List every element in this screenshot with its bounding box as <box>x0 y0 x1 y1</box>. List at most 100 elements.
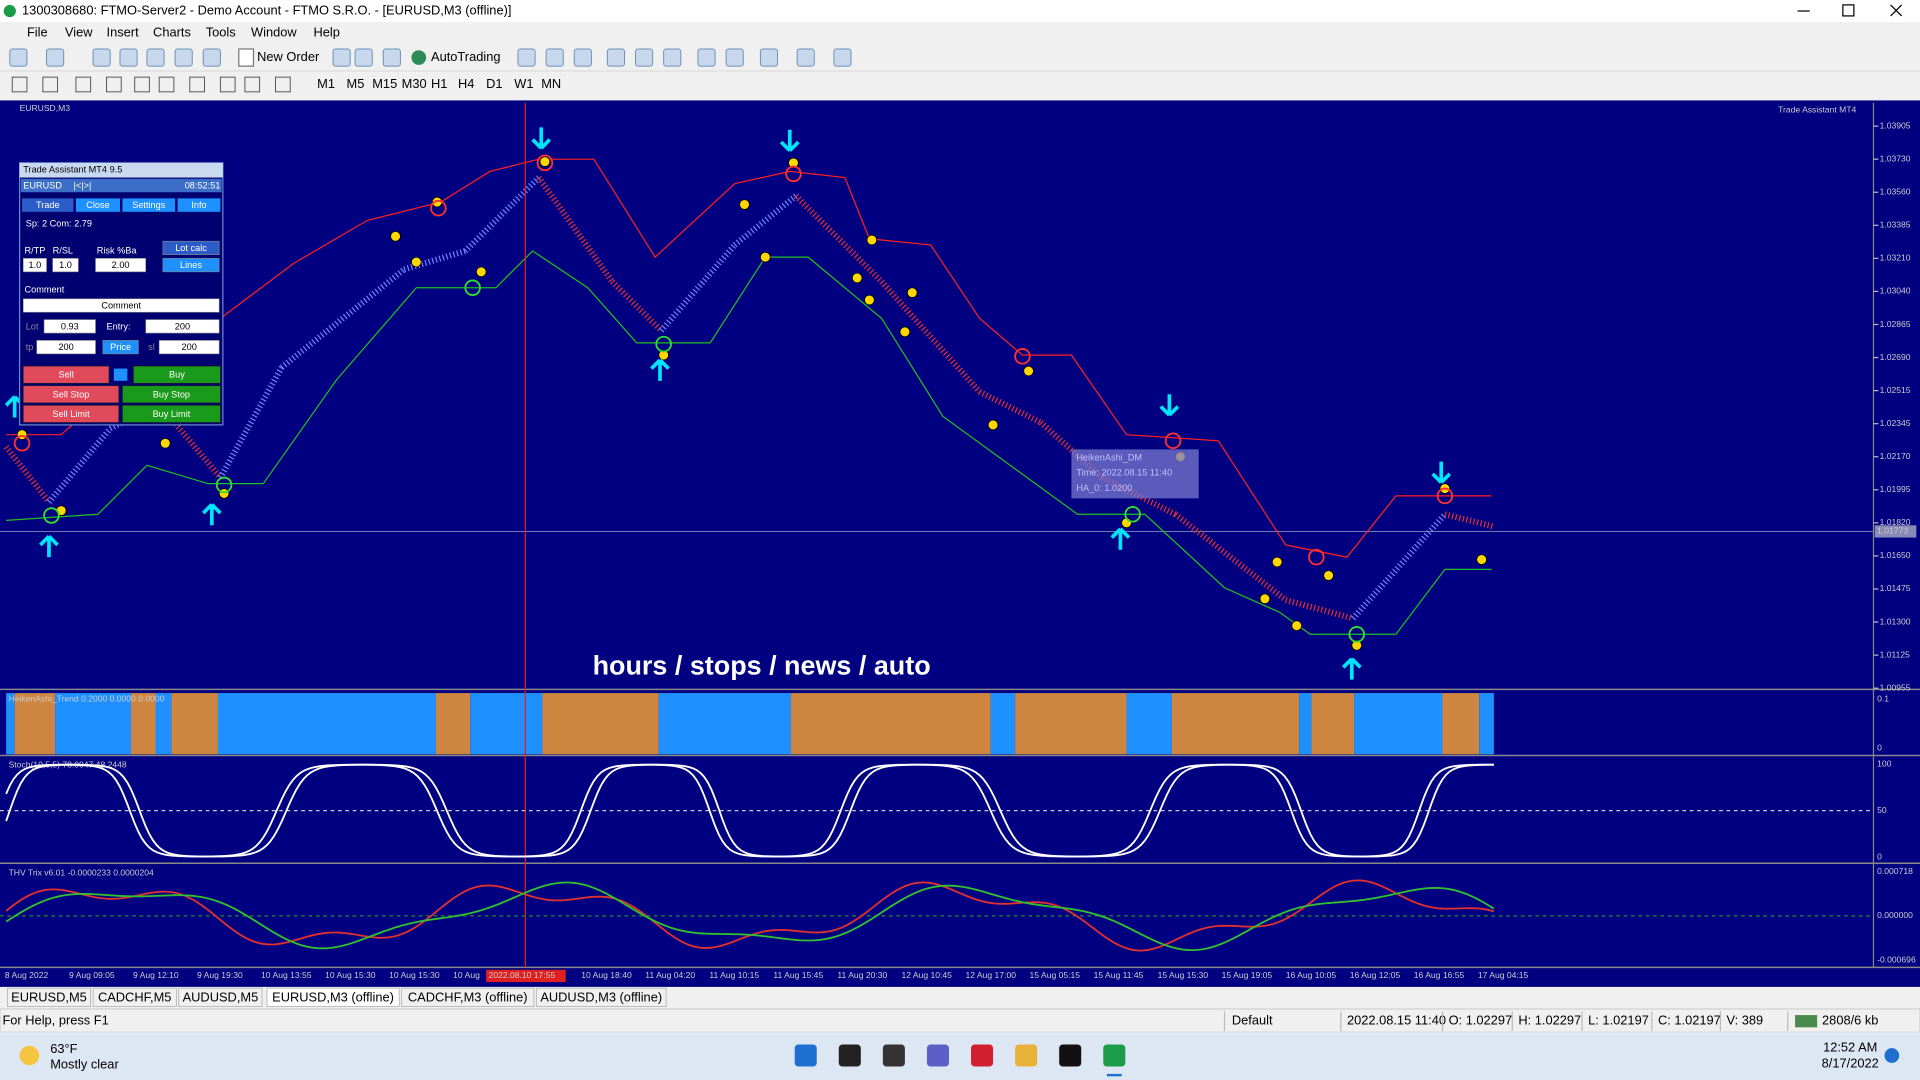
toolbar-icon[interactable] <box>203 49 220 66</box>
toolbar-icon[interactable] <box>607 49 624 66</box>
toolbar-icon[interactable] <box>797 49 814 66</box>
sell-button-label[interactable]: Sell <box>58 370 73 380</box>
toolbar-icon[interactable] <box>726 49 743 66</box>
menu-item[interactable]: View <box>65 24 93 39</box>
buy-limit-button-label[interactable]: Buy Limit <box>153 409 191 419</box>
timeframe-button[interactable]: MN <box>541 76 561 91</box>
toolbar-icon[interactable] <box>175 49 192 66</box>
taskbar-app[interactable] <box>795 1044 817 1066</box>
toolbar-icon[interactable] <box>760 49 777 66</box>
panel-tab-label[interactable]: Settings <box>132 200 166 210</box>
signal-dot <box>1292 621 1302 631</box>
toolbar-icon[interactable] <box>698 49 715 66</box>
timeframe-button[interactable]: D1 <box>486 76 502 91</box>
status-traffic: 2808/6 kb <box>1822 1013 1878 1028</box>
toolbar-icon[interactable] <box>355 49 372 66</box>
toolbar-icon[interactable] <box>574 49 591 66</box>
tp-input[interactable]: 200 <box>58 342 73 352</box>
status-profile: Default <box>1232 1013 1273 1028</box>
panel-nav[interactable]: |<|>| <box>73 181 91 191</box>
price-button[interactable]: Price <box>110 342 131 352</box>
chart-tab-label[interactable]: EURUSD,M5 <box>11 989 87 1004</box>
signal-dot <box>391 231 401 241</box>
entry-input[interactable]: 200 <box>175 321 190 331</box>
chart-tab-label[interactable]: AUDUSD,M5 <box>183 989 259 1004</box>
tooltip-line: Time: 2022.08.15 11:40 <box>1076 468 1172 478</box>
toolbar-icon[interactable] <box>664 49 681 66</box>
auto-trading-button[interactable]: AutoTrading <box>431 49 501 64</box>
menu-item[interactable]: Help <box>313 24 339 39</box>
chart-tab-label[interactable]: AUDUSD,M3 (offline) <box>540 989 662 1004</box>
timeframe-button[interactable]: H4 <box>458 76 474 91</box>
panel-tab-label[interactable]: Trade <box>36 200 60 210</box>
toolbar-icon[interactable] <box>383 49 400 66</box>
toolbar-icon[interactable] <box>120 49 137 66</box>
notification-badge[interactable] <box>1884 1048 1899 1063</box>
signal-dot <box>907 288 917 298</box>
lines-button[interactable]: Lines <box>180 260 202 270</box>
taskbar-app[interactable] <box>971 1044 993 1066</box>
taskbar-app[interactable] <box>839 1044 861 1066</box>
indicator-tick: 0.1 <box>1877 693 1889 703</box>
menu-item[interactable]: Tools <box>206 24 236 39</box>
lot-input[interactable]: 0.93 <box>61 321 79 331</box>
risk-input[interactable]: 2.00 <box>112 260 130 270</box>
time-label: 10 Aug 13:55 <box>261 970 312 980</box>
app-icon <box>4 5 16 17</box>
timeframe-button[interactable]: M30 <box>402 76 427 91</box>
timeframe-button[interactable]: M5 <box>347 76 365 91</box>
taskbar-app[interactable] <box>883 1044 905 1066</box>
timeframe-button[interactable]: H1 <box>431 76 447 91</box>
lot-calc-button[interactable]: Lot calc <box>175 243 207 253</box>
timeframe-button[interactable]: M1 <box>317 76 335 91</box>
toolbar-icon[interactable] <box>546 49 563 66</box>
trend-block <box>1127 693 1172 754</box>
panel-tab-label[interactable]: Close <box>86 200 109 210</box>
taskbar-app[interactable] <box>1059 1044 1081 1066</box>
rtp-input[interactable]: 1.0 <box>29 260 42 270</box>
taskbar-app[interactable] <box>1103 1044 1125 1066</box>
toolbar-icon[interactable] <box>333 49 350 66</box>
signal-dot <box>411 257 421 267</box>
toolbar-icon[interactable] <box>47 49 64 66</box>
rsl-input[interactable]: 1.0 <box>59 260 72 270</box>
status-low: L: 1.02197 <box>1588 1013 1649 1028</box>
toolbar-icon[interactable] <box>239 49 254 66</box>
timeframe-button[interactable]: M15 <box>372 76 397 91</box>
timeframe-button[interactable]: W1 <box>514 76 533 91</box>
sl-input[interactable]: 200 <box>182 342 197 352</box>
time-label: 11 Aug 04:20 <box>645 970 695 980</box>
taskbar <box>0 1032 1920 1080</box>
price-label: 1.01995 <box>1880 484 1911 494</box>
trend-block <box>659 693 791 754</box>
time-label: 10 Aug 18:40 <box>581 970 632 980</box>
taskbar-app[interactable] <box>927 1044 949 1066</box>
buy-button-label[interactable]: Buy <box>169 370 185 380</box>
toolbar-icon[interactable] <box>147 49 164 66</box>
menu-item[interactable]: Charts <box>153 24 191 39</box>
toolbar-icon[interactable] <box>10 49 27 66</box>
taskbar-app[interactable] <box>1015 1044 1037 1066</box>
trend-block <box>218 693 436 754</box>
toolbar-icon[interactable] <box>518 49 535 66</box>
menu-item[interactable]: File <box>27 24 48 39</box>
sell-stop-button-label[interactable]: Sell Stop <box>53 389 90 399</box>
price-label: 1.03210 <box>1880 253 1911 263</box>
buy-stop-button-label[interactable]: Buy Stop <box>153 389 190 399</box>
chart-tab-label[interactable]: EURUSD,M3 (offline) <box>272 989 394 1004</box>
chart-tab-label[interactable]: CADCHF,M3 (offline) <box>408 989 528 1004</box>
menu-item[interactable]: Window <box>251 24 297 39</box>
toolbar-icon[interactable] <box>411 50 426 65</box>
toolbar-icon[interactable] <box>93 49 110 66</box>
toolbar-icon[interactable] <box>636 49 653 66</box>
menu-item[interactable]: Insert <box>107 24 140 39</box>
sell-limit-button-label[interactable]: Sell Limit <box>52 409 90 419</box>
comment-input[interactable]: Comment <box>101 301 141 311</box>
price-label: 1.03905 <box>1880 120 1911 130</box>
side-toggle[interactable] <box>114 369 127 381</box>
toolbar-icon[interactable] <box>834 49 851 66</box>
time-label: 11 Aug 20:30 <box>837 970 887 980</box>
chart-tab-label[interactable]: CADCHF,M5 <box>98 989 172 1004</box>
panel-tab-label[interactable]: Info <box>191 200 206 210</box>
new-order-button[interactable]: New Order <box>257 49 320 64</box>
